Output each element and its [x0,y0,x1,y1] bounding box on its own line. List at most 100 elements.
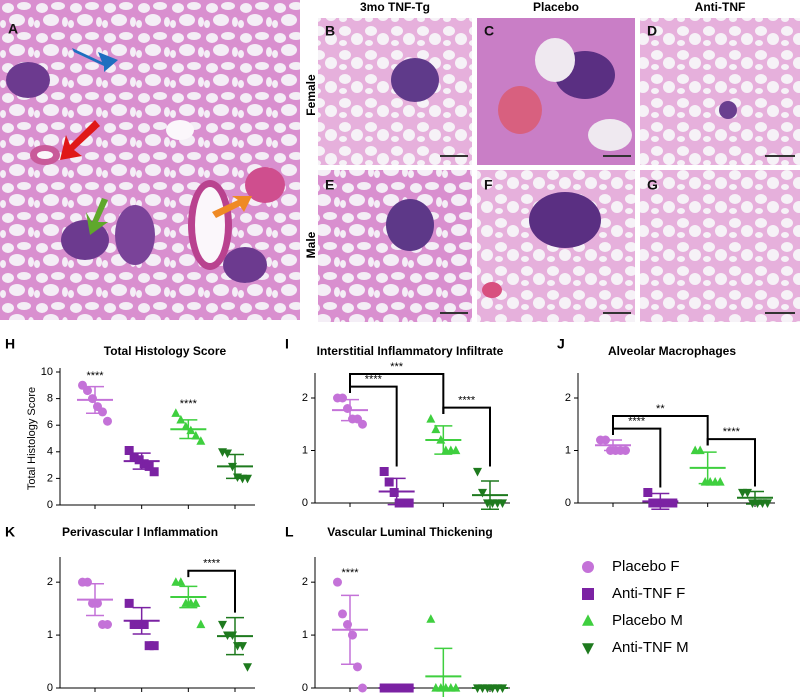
data-point [621,446,630,455]
data-point [191,598,201,607]
panel-letter: L [285,524,294,540]
significance-bracket [612,415,709,446]
significance: **** [203,558,221,570]
data-point [358,419,367,429]
panel-letter: K [5,524,15,540]
significance: **** [341,567,359,579]
legend-label: Anti-TNF F [612,585,685,602]
data-point [451,683,461,692]
legend-marker [582,614,594,626]
significance: **** [180,398,198,410]
legend-label: Anti-TNF M [612,639,689,656]
panel-letter: B [325,23,335,39]
column-header: Placebo [533,0,579,14]
error-bar [434,425,453,455]
y-tick-label: 2 [302,392,308,404]
y-tick-label: 2 [302,576,308,588]
y-tick-label: 1 [302,444,308,456]
y-tick-label: 2 [47,472,53,484]
y-tick-label: 1 [565,444,571,456]
significance-bracket [187,569,236,613]
y-tick-label: 0 [47,499,53,511]
chart-title: Perivascular l Inflammation [62,525,218,539]
data-point [83,577,92,587]
y-tick-label: 0 [565,497,571,509]
significance-bracket [442,406,491,467]
data-point [384,477,394,487]
panel-letter: D [647,23,657,39]
data-point [426,414,436,423]
y-tick-label: 2 [565,392,571,404]
error-bar [604,439,622,452]
data-point [191,430,201,440]
data-point [83,386,92,396]
chart-title: Vascular Luminal Thickening [327,525,492,539]
significance: **** [628,416,646,428]
data-point [358,683,367,693]
data-point [171,408,181,417]
panel-letter: J [557,336,565,352]
histology-b [318,18,472,165]
data-point [124,598,134,608]
panel-letter: G [647,177,658,193]
y-tick-label: 0 [302,682,308,694]
error-bar [132,606,151,635]
data-point [404,498,414,508]
histology-a [0,0,300,320]
data-point [103,620,112,630]
significance-bracket [349,373,445,414]
y-tick-label: 2 [47,576,53,588]
error-bar [651,492,670,511]
significance: **** [365,374,383,386]
data-point [426,614,436,623]
significance-bracket [349,385,398,467]
error-bar [226,453,244,480]
data-point [473,467,482,477]
y-tick-label: 0 [47,682,53,694]
error-bar [341,398,359,422]
data-point [196,436,206,445]
histology-e [318,170,472,322]
significance: *** [390,361,404,373]
column-header: Anti-TNF [695,0,746,14]
data-point [333,577,342,587]
data-point [196,619,206,629]
error-bar [481,480,499,511]
data-point [243,663,252,672]
error-bar [341,594,359,665]
panel-letter: F [484,177,493,193]
legend-label: Placebo M [612,612,683,629]
y-tick-label: 1 [302,629,308,641]
error-bar [179,585,198,609]
data-point [149,467,159,477]
data-point [176,577,186,586]
data-point [98,407,107,417]
panel-letter: I [285,336,289,352]
chart-title: Total Histology Score [104,344,227,358]
column-header: 3mo TNF-Tg [360,0,430,14]
significance: **** [458,395,476,407]
panel-letter: E [325,177,334,193]
panel-letter: C [484,23,494,39]
y-tick-label: 1 [47,629,53,641]
data-point [668,498,678,508]
significance-bracket [612,427,662,488]
significance: ** [656,403,665,415]
data-point [431,424,441,434]
error-bar [86,583,104,617]
row-header: Female [304,74,318,116]
data-point [715,477,725,486]
data-point [338,393,347,403]
panel-letter: H [5,336,15,352]
data-point [498,499,507,508]
histology-c [477,18,635,165]
legend-marker [582,643,594,655]
chart-title: Interstitial Inflammatory Infiltrate [317,344,504,358]
legend-marker [582,561,594,573]
error-bar [387,477,406,506]
y-tick-label: 0 [302,497,308,509]
legend-label: Placebo F [612,558,680,575]
error-bar [86,385,104,414]
legend-marker [582,588,594,600]
